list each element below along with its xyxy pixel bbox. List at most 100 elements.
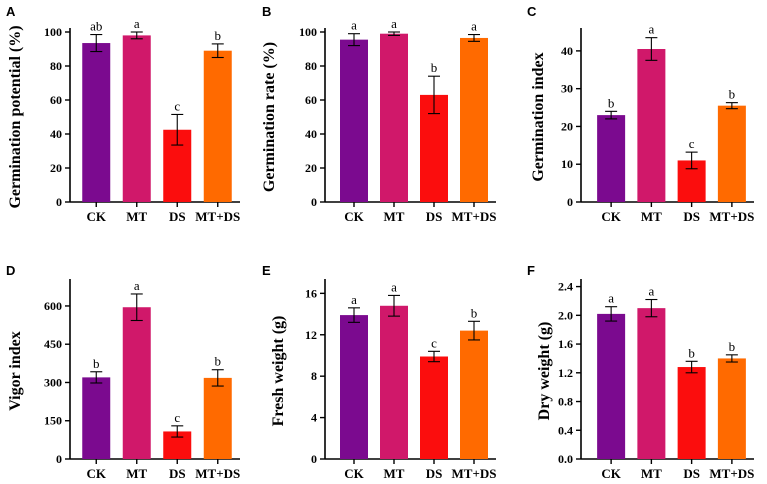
y-tick-label: 40 (305, 127, 317, 141)
y-tick-label: 300 (44, 375, 62, 389)
panel-letter: F (527, 263, 535, 278)
significance-letter: a (608, 291, 614, 306)
x-tick-label: DS (426, 209, 443, 224)
x-tick-label: MT (126, 209, 147, 224)
significance-letter: b (93, 356, 100, 371)
bar-ck (340, 315, 368, 459)
bar-mt (380, 305, 408, 459)
significance-letter: ab (90, 19, 102, 34)
y-tick-label: 40 (50, 127, 62, 141)
y-tick-label: 60 (305, 93, 317, 107)
x-tick-label: CK (601, 209, 621, 224)
x-tick-label: DS (683, 209, 700, 224)
y-axis-label: Vigor index (7, 331, 24, 411)
significance-letter: a (648, 284, 654, 299)
bar-mt-ds (717, 358, 746, 459)
y-tick-label: 20 (305, 161, 317, 175)
y-tick-label: 150 (44, 414, 62, 428)
x-tick-label: DS (426, 466, 443, 481)
x-tick-label: CK (87, 466, 107, 481)
y-axis-label: Germination rate (%) (261, 42, 278, 192)
y-tick-label: 10 (561, 157, 573, 171)
x-tick-label: MT+DS (709, 209, 754, 224)
significance-letter: a (391, 16, 397, 31)
panel-e: E Fresh weight (g) 0 4 8 12 16 a CK a MT c DS b MT+DS (262, 263, 496, 481)
y-tick-label: 1.2 (558, 366, 573, 380)
y-tick-label: 30 (561, 82, 573, 96)
x-tick-label: MT (126, 466, 147, 481)
bar-ds (677, 367, 706, 459)
y-tick-label: 600 (44, 299, 62, 313)
bar-ck (82, 43, 111, 202)
x-tick-label: CK (344, 209, 364, 224)
x-tick-label: MT (641, 209, 662, 224)
bar-ds (420, 356, 448, 459)
y-axis-label: Fresh weight (g) (270, 316, 287, 427)
x-tick-label: MT+DS (452, 466, 497, 481)
x-tick-label: MT (641, 466, 662, 481)
significance-letter: a (471, 19, 477, 34)
y-tick-label: 4 (311, 411, 317, 425)
y-tick-label: 1.6 (558, 337, 573, 351)
x-tick-label: MT+DS (709, 466, 754, 481)
x-tick-label: CK (601, 466, 621, 481)
significance-letter: b (608, 95, 615, 110)
panel-letter: C (527, 4, 537, 19)
y-tick-label: 0 (311, 195, 317, 209)
y-tick-label: 0 (567, 195, 573, 209)
significance-letter: c (174, 410, 180, 425)
y-tick-label: 0 (56, 452, 62, 466)
y-tick-label: 60 (50, 93, 62, 107)
panel-c: C Germination index 0 10 20 30 40 b CK a MT c DS b MT+… (527, 4, 754, 224)
x-tick-label: MT+DS (452, 209, 497, 224)
x-tick-label: CK (344, 466, 364, 481)
y-tick-label: 80 (305, 59, 317, 73)
significance-letter: a (351, 292, 357, 307)
y-tick-label: 0 (56, 195, 62, 209)
bar-mt-ds (717, 105, 746, 202)
y-tick-label: 8 (311, 369, 317, 383)
x-tick-label: CK (87, 209, 107, 224)
bar-mt-ds (460, 37, 488, 203)
y-tick-label: 100 (44, 25, 62, 39)
y-axis-label: Germination potential (%) (7, 25, 24, 208)
y-tick-label: 16 (305, 286, 317, 300)
y-tick-label: 12 (305, 328, 317, 342)
y-axis-label: Dry weight (g) (536, 322, 553, 421)
x-tick-label: MT+DS (195, 209, 240, 224)
y-axis-label: Germination index (530, 52, 547, 181)
y-tick-label: 2.0 (558, 308, 573, 322)
bar-mt (380, 33, 408, 203)
y-tick-label: 0.8 (558, 395, 573, 409)
y-tick-label: 80 (50, 59, 62, 73)
bar-ck (597, 313, 626, 459)
significance-letter: a (648, 22, 654, 37)
bar-mt (122, 307, 151, 459)
bar-mt-ds (203, 377, 232, 459)
y-tick-label: 20 (50, 161, 62, 175)
x-tick-label: MT+DS (195, 466, 240, 481)
bar-mt-ds (203, 50, 232, 203)
significance-letter: b (729, 87, 736, 102)
x-tick-label: MT (384, 209, 405, 224)
x-tick-label: DS (169, 209, 186, 224)
bar-mt (637, 308, 666, 459)
bar-mt-ds (460, 330, 488, 459)
bar-mt (637, 49, 666, 202)
y-tick-label: 450 (44, 337, 62, 351)
significance-letter: a (391, 279, 397, 294)
significance-letter: b (215, 354, 222, 369)
y-tick-label: 0.4 (558, 423, 573, 437)
y-tick-label: 40 (561, 44, 573, 58)
panel-f: F Dry weight (g) 0.0 0.4 0.8 1.2 1.6 2.0 2.4 a CK a… (527, 263, 754, 481)
bar-ck (82, 377, 111, 459)
significance-letter: b (729, 339, 736, 354)
y-tick-label: 0 (311, 452, 317, 466)
panel-letter: D (6, 263, 15, 278)
significance-letter: a (351, 18, 357, 33)
bar-ck (340, 39, 368, 203)
significance-letter: a (134, 278, 140, 293)
panel-letter: E (262, 263, 271, 278)
significance-letter: c (431, 335, 437, 350)
